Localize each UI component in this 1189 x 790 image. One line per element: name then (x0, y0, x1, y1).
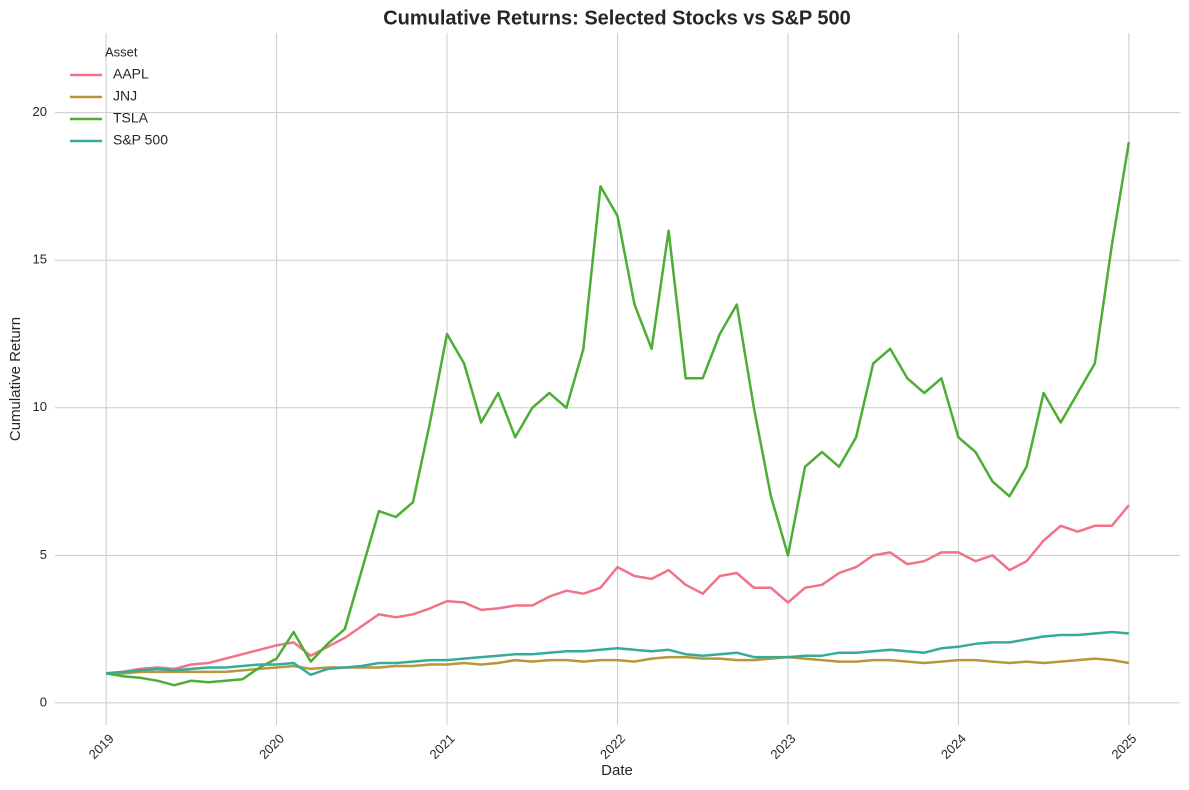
x-tick-label: 2023 (767, 731, 798, 762)
series-line (105, 504, 1130, 675)
x-tick-label: 2020 (256, 731, 287, 762)
chart-title: Cumulative Returns: Selected Stocks vs S… (383, 7, 851, 29)
legend-label: AAPL (113, 66, 149, 82)
legend-label: JNJ (113, 88, 137, 104)
y-tick-label: 5 (40, 547, 47, 562)
y-tick-label: 20 (33, 104, 47, 119)
y-axis-label: Cumulative Return (7, 317, 24, 441)
series-line (106, 655, 1130, 675)
x-tick-label: 2022 (597, 731, 628, 762)
legend-label: TSLA (113, 110, 149, 126)
x-tick-label: 2025 (1108, 731, 1139, 762)
x-axis-label: Date (601, 762, 633, 779)
y-tick-label: 0 (40, 694, 47, 709)
series-line (105, 141, 1131, 687)
x-tick-label: 2019 (86, 731, 117, 762)
legend-label: S&P 500 (113, 132, 168, 148)
y-tick-label: 10 (33, 399, 47, 414)
legend-title: Asset (105, 44, 138, 59)
x-tick-label: 2024 (938, 731, 969, 762)
series-line (105, 630, 1130, 677)
x-tick-label: 2021 (427, 731, 458, 762)
y-tick-label: 15 (33, 252, 47, 267)
